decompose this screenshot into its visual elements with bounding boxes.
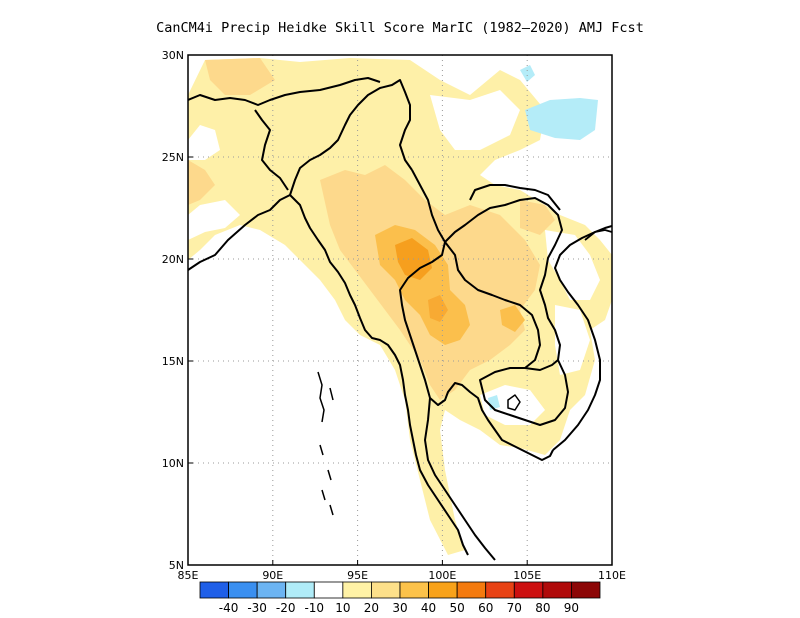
colorbar-label: 80 bbox=[535, 601, 550, 615]
colorbar-swatch bbox=[313, 581, 344, 599]
y-tick-label: 20N bbox=[162, 253, 184, 266]
colorbar-label: -20 bbox=[276, 601, 296, 615]
border-myanmar-thailand bbox=[399, 169, 446, 399]
colorbar-swatch bbox=[485, 581, 515, 599]
colorbar-label: 30 bbox=[392, 601, 407, 615]
coastline-vietnam bbox=[552, 225, 612, 451]
border-laos-thailand bbox=[444, 241, 541, 369]
no-skill-gap-5 bbox=[480, 385, 545, 425]
x-tick-label: 95E bbox=[347, 569, 368, 582]
colorbar-label: 40 bbox=[421, 601, 436, 615]
colorbar-swatch bbox=[371, 581, 401, 599]
no-skill-gap-1 bbox=[430, 90, 520, 150]
border-myanmar-india bbox=[289, 79, 413, 196]
border-bangladesh bbox=[254, 109, 289, 191]
colorbar-swatch bbox=[513, 581, 544, 599]
no-skill-gap-4 bbox=[188, 200, 240, 240]
x-tick-label: 90E bbox=[262, 569, 283, 582]
skill-shading bbox=[188, 58, 612, 555]
coastline-malay-east bbox=[424, 397, 496, 561]
no-skill-gap-2 bbox=[545, 230, 600, 300]
border-cambodia bbox=[479, 359, 569, 426]
y-tick-label: 5N bbox=[169, 559, 184, 572]
coastline-gulf-of-thailand bbox=[429, 382, 554, 461]
colorbar-swatch bbox=[228, 581, 258, 599]
x-tick-label: 100E bbox=[428, 569, 456, 582]
colorbar-label: 60 bbox=[478, 601, 493, 615]
x-axis-ticks: 85E 90E 95E 100E 105E 110E bbox=[178, 560, 626, 582]
skill-region-20-30-west bbox=[188, 160, 215, 205]
colorbar-swatch bbox=[199, 581, 229, 599]
y-axis-ticks: 5N 10N 15N 20N 25N 30N bbox=[162, 49, 193, 572]
andaman-islands bbox=[317, 371, 334, 516]
negative-skill-region-ne bbox=[525, 98, 598, 140]
y-tick-label: 30N bbox=[162, 49, 184, 62]
colorbar: -40 -30 -20 -10 10 20 30 40 50 60 70 80 90 bbox=[199, 581, 601, 615]
x-tick-label: 85E bbox=[178, 569, 199, 582]
tonle-sap bbox=[507, 394, 521, 411]
no-skill-gap-6 bbox=[555, 305, 590, 375]
colorbar-label: -40 bbox=[219, 601, 239, 615]
colorbar-swatch bbox=[571, 581, 601, 599]
border-india-north bbox=[188, 77, 381, 106]
border-china bbox=[469, 184, 561, 211]
colorbar-label: -30 bbox=[247, 601, 267, 615]
border-laos bbox=[444, 197, 563, 361]
skill-region-20-30-east bbox=[520, 200, 555, 235]
colorbar-label: 20 bbox=[364, 601, 379, 615]
map-title: CanCM4i Precip Heidke Skill Score MarIC … bbox=[156, 20, 644, 36]
colorbar-label: 50 bbox=[450, 601, 465, 615]
colorbar-swatch bbox=[285, 581, 315, 599]
x-tick-label: 105E bbox=[513, 569, 541, 582]
colorbar-label: 90 bbox=[564, 601, 579, 615]
skill-region-40-50-south bbox=[428, 295, 448, 322]
colorbar-swatch bbox=[456, 581, 487, 599]
colorbar-label: 10 bbox=[335, 601, 350, 615]
coastlines-and-borders bbox=[188, 77, 612, 561]
skill-region-20-30-nw bbox=[205, 58, 275, 95]
colorbar-label: 70 bbox=[507, 601, 522, 615]
coastline-bengal-myanmar bbox=[188, 194, 469, 556]
colorbar-swatch bbox=[399, 581, 429, 599]
colorbar-swatch bbox=[342, 581, 372, 599]
y-tick-label: 10N bbox=[162, 457, 184, 470]
no-skill-gap-3 bbox=[188, 125, 220, 160]
negative-skill-region-ne-small bbox=[520, 65, 535, 82]
colorbar-label: -10 bbox=[304, 601, 324, 615]
skill-region-30-40-east bbox=[500, 305, 525, 332]
colorbar-swatch bbox=[542, 581, 572, 599]
colorbar-swatch bbox=[256, 581, 287, 599]
colorbar-swatch bbox=[428, 581, 458, 599]
plot-frame bbox=[187, 54, 613, 566]
y-tick-label: 15N bbox=[162, 355, 184, 368]
x-tick-label: 110E bbox=[598, 569, 626, 582]
hainan-island bbox=[584, 229, 612, 241]
y-tick-label: 25N bbox=[162, 151, 184, 164]
